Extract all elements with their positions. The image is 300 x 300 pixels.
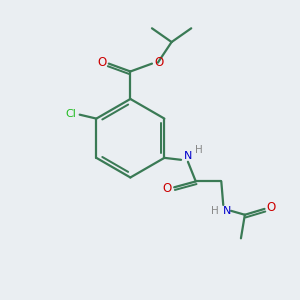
Text: O: O <box>267 201 276 214</box>
Text: O: O <box>154 56 164 69</box>
Text: H: H <box>195 145 203 155</box>
Text: O: O <box>163 182 172 195</box>
Text: H: H <box>211 206 218 216</box>
Text: O: O <box>97 56 106 69</box>
Text: N: N <box>223 206 231 216</box>
Text: N: N <box>184 151 192 161</box>
Text: Cl: Cl <box>65 109 76 119</box>
